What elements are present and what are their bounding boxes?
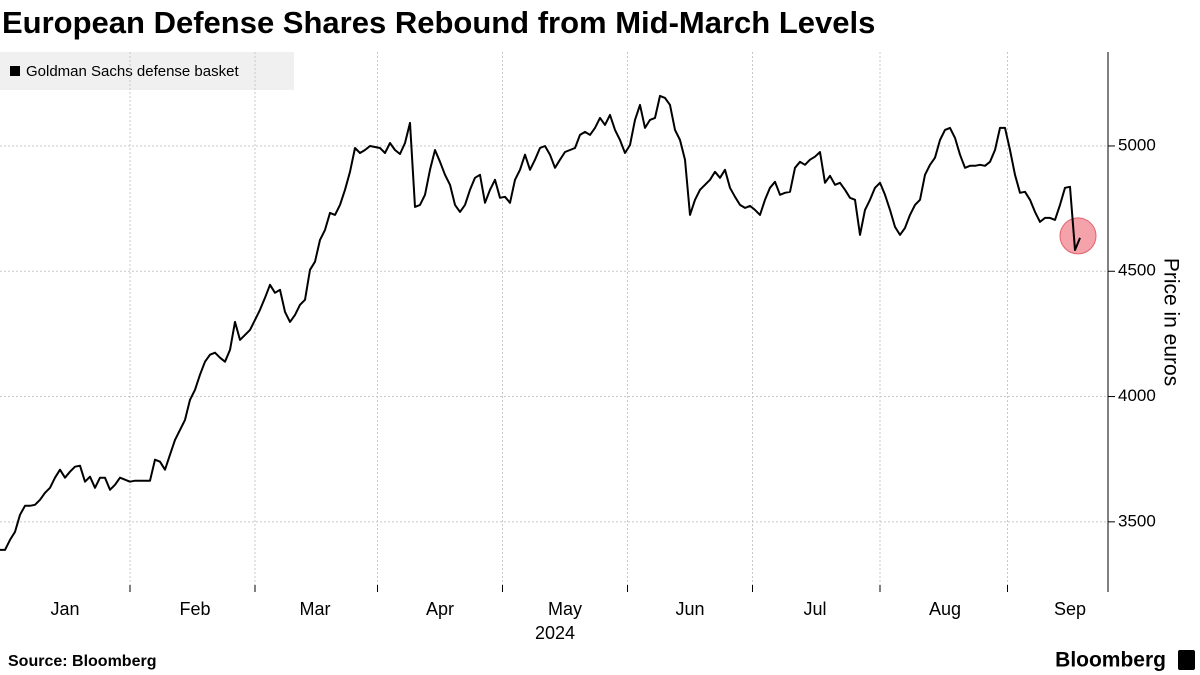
highlight-circle bbox=[1059, 217, 1097, 255]
y-tick-label: 4500 bbox=[1118, 261, 1156, 280]
x-tick-label: May bbox=[548, 599, 582, 619]
y-tick-label: 5000 bbox=[1118, 135, 1156, 154]
x-axis-year: 2024 bbox=[535, 623, 575, 643]
line bbox=[0, 94, 1081, 551]
brand: Bloomberg bbox=[1055, 649, 1166, 672]
y-tick-label: 4000 bbox=[1118, 386, 1156, 405]
x-tick-label: Mar bbox=[300, 599, 331, 619]
x-tick-label: Jul bbox=[803, 599, 826, 619]
x-tick-label: Jun bbox=[675, 599, 704, 619]
x-tick-label: Jan bbox=[50, 599, 79, 619]
source: Source: Bloomberg bbox=[8, 653, 156, 670]
legend-swatch bbox=[10, 66, 20, 76]
x-tick-label: Apr bbox=[426, 599, 454, 619]
chart-title: European Defense Shares Rebound from Mid… bbox=[2, 5, 875, 40]
x-tick-label: Sep bbox=[1054, 599, 1086, 619]
legend: Goldman Sachs defense basket bbox=[0, 52, 294, 90]
y-tick-label: 3500 bbox=[1118, 511, 1156, 530]
x-tick-label: Aug bbox=[929, 599, 961, 619]
brand-icon bbox=[1178, 650, 1195, 670]
legend-box bbox=[0, 52, 294, 90]
x-tick-label: Feb bbox=[179, 599, 210, 619]
y-axis-label: Price in euros bbox=[1159, 258, 1182, 386]
legend-label: Goldman Sachs defense basket bbox=[26, 63, 239, 80]
